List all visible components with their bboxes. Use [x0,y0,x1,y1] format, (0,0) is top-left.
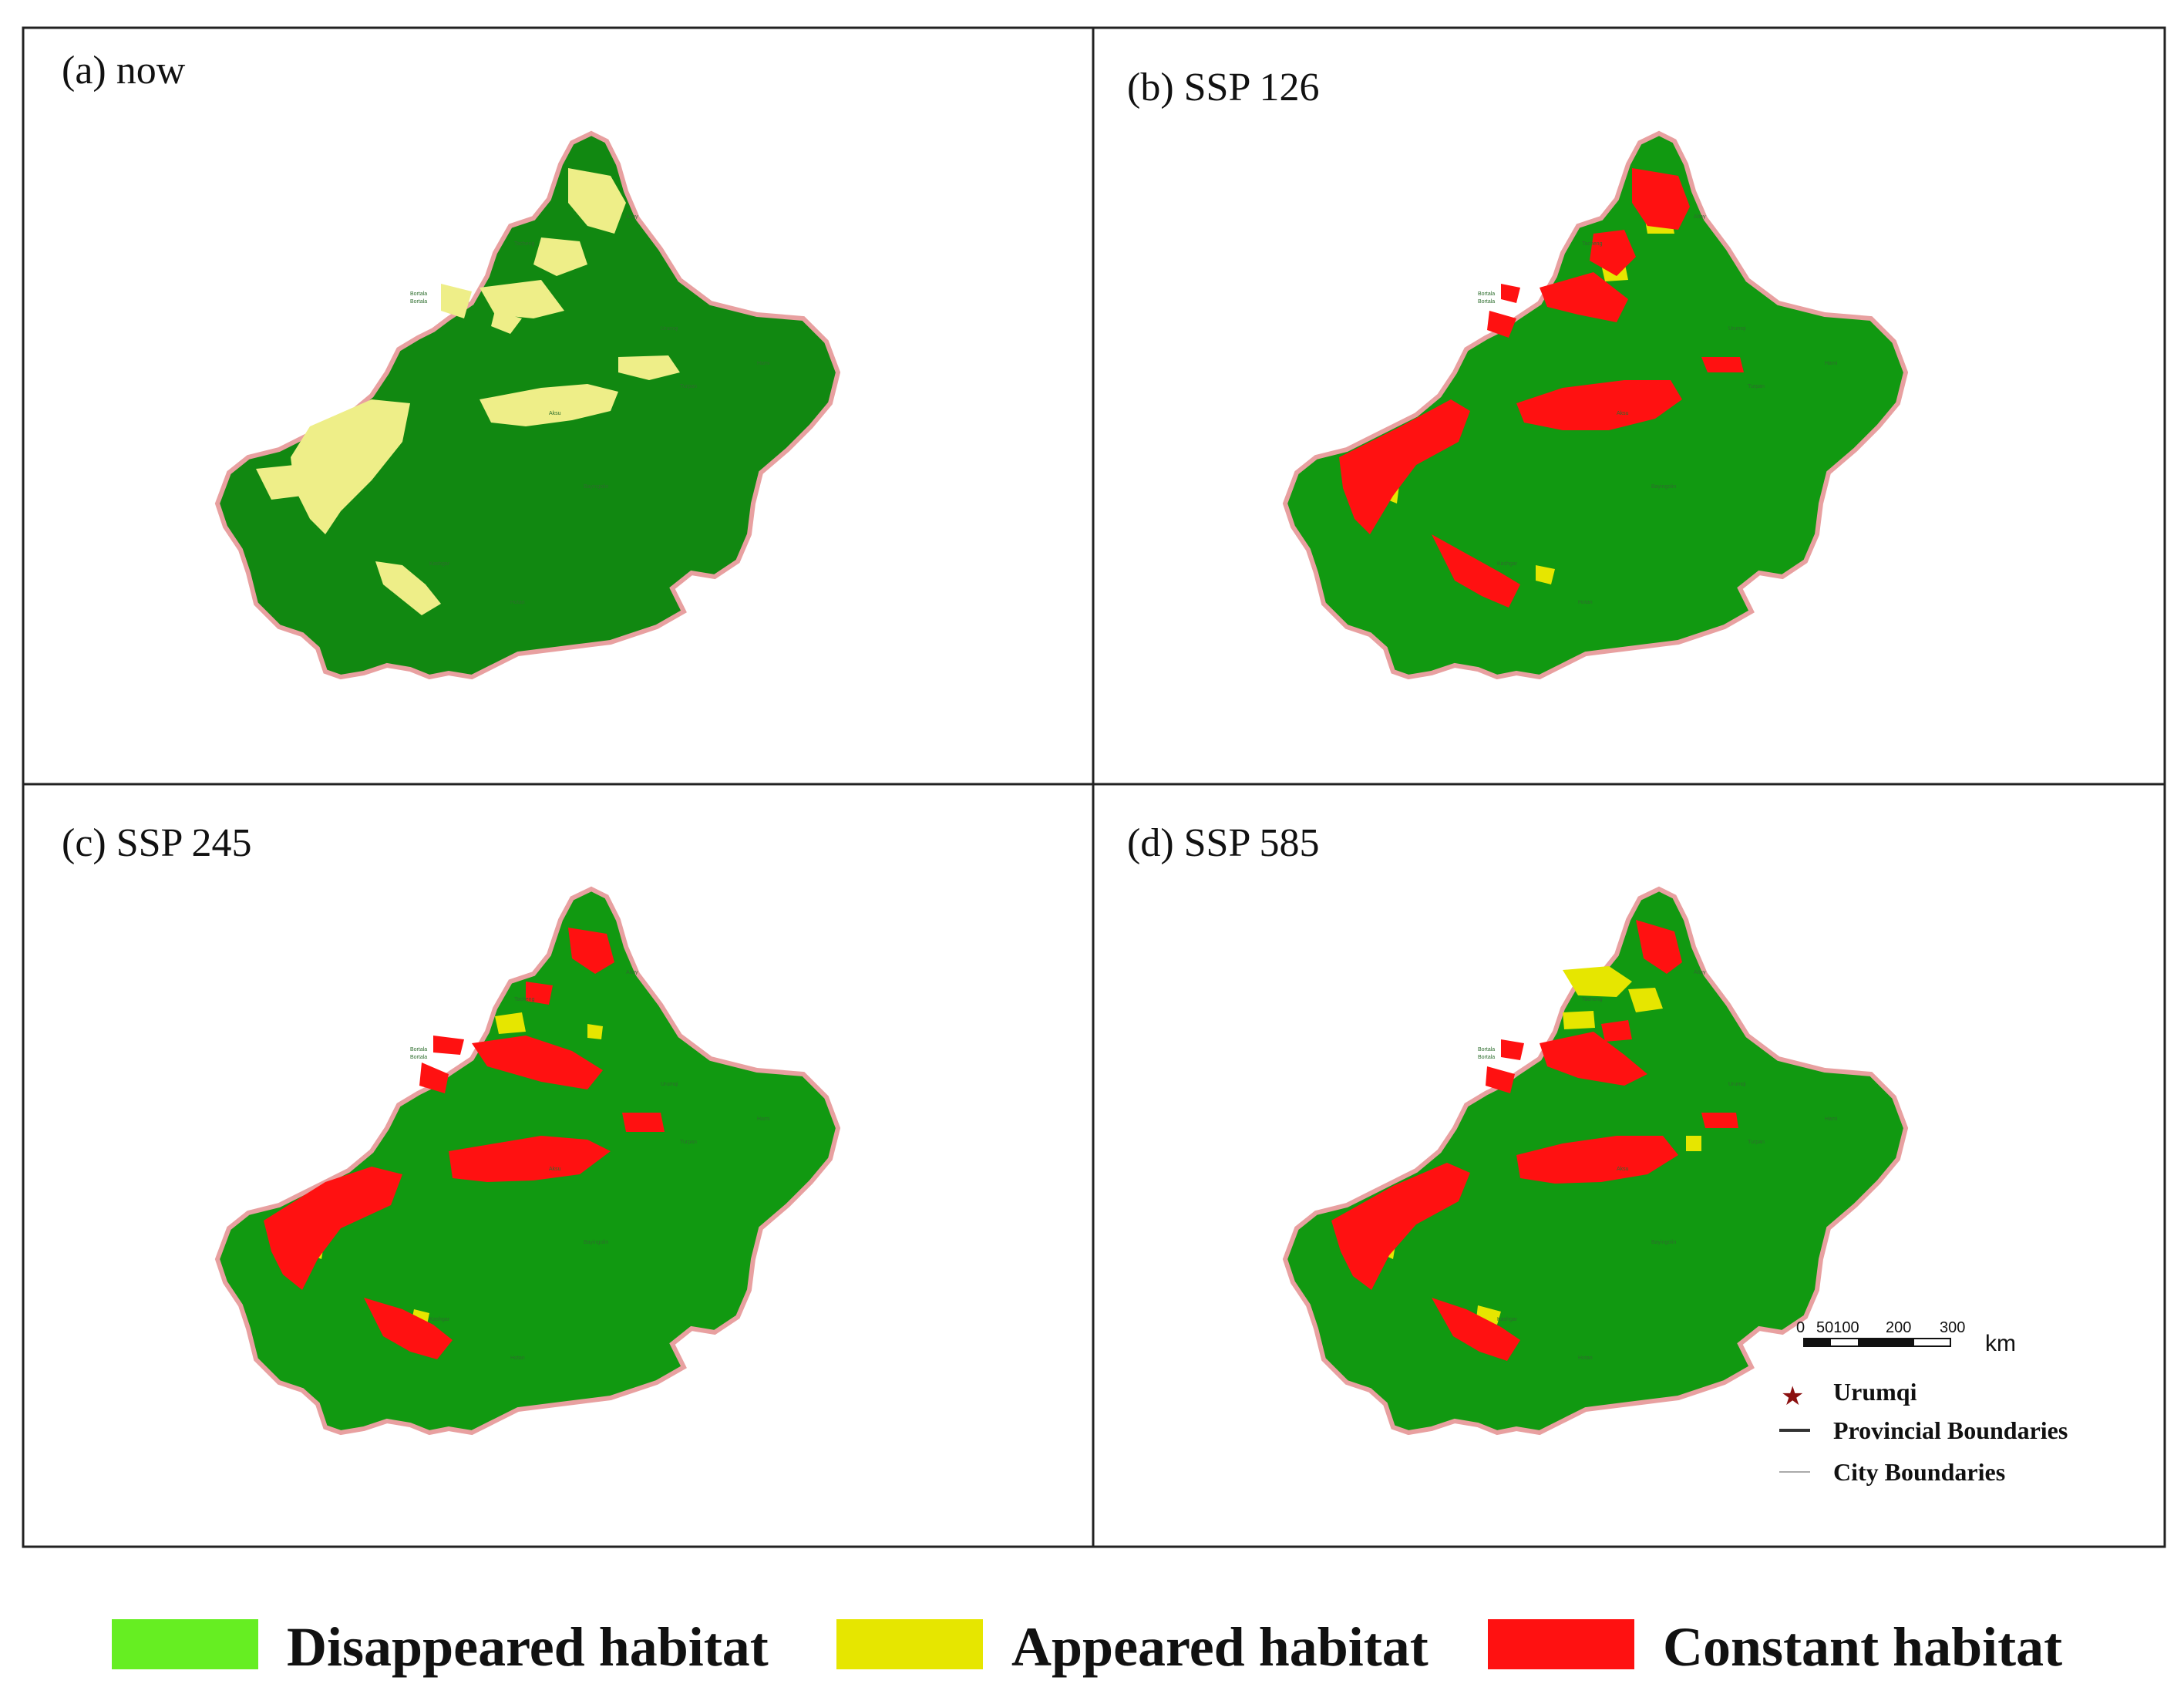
map-key: ★ Urumqi Provincial Boundaries City Boun… [1779,1378,2068,1486]
panel-c-label: (c) SSP 245 [62,821,252,865]
scale-tick-0: 0 [1796,1319,1805,1336]
constant-habitat-patches [1339,168,1744,608]
legend-label-constant: Constant habitat [1663,1616,2062,1678]
scale-unit: km [1985,1331,2016,1356]
legend-swatch-constant [1488,1619,1634,1669]
panel-grid [22,26,2166,1548]
map-panel-b [1285,133,1906,677]
urumqi-star-icon: ★ [1781,1382,1804,1411]
panel-a-label: (a) now [62,49,186,93]
legend-swatch-appeared [836,1619,983,1669]
map-panel-d [1285,889,1906,1433]
key-urumqi: Urumqi [1833,1378,1917,1406]
scale-tick-3: 300 [1940,1319,1965,1336]
map-panel-a [217,133,838,677]
appeared-habitat-patches [256,168,680,615]
panel-b-label: (b) SSP 126 [1127,66,1319,109]
key-city: City Boundaries [1833,1458,2005,1486]
legend-label-appeared: Appeared habitat [1011,1616,1429,1678]
scale-tick-2: 200 [1886,1319,1911,1336]
habitat-legend: Disappeared habitat Appeared habitat Con… [112,1616,2062,1678]
scale-bar: 0 50100 200 300 km [1796,1319,2016,1356]
key-provincial: Provincial Boundaries [1833,1416,2068,1444]
map-panel-c [217,889,838,1433]
legend-label-disappeared: Disappeared habitat [287,1616,769,1678]
legend-swatch-disappeared [112,1619,258,1669]
panel-d-label: (d) SSP 585 [1127,821,1319,865]
constant-habitat-patches [264,928,665,1359]
scale-tick-1: 50100 [1816,1319,1859,1336]
constant-habitat-patches [1331,920,1738,1361]
